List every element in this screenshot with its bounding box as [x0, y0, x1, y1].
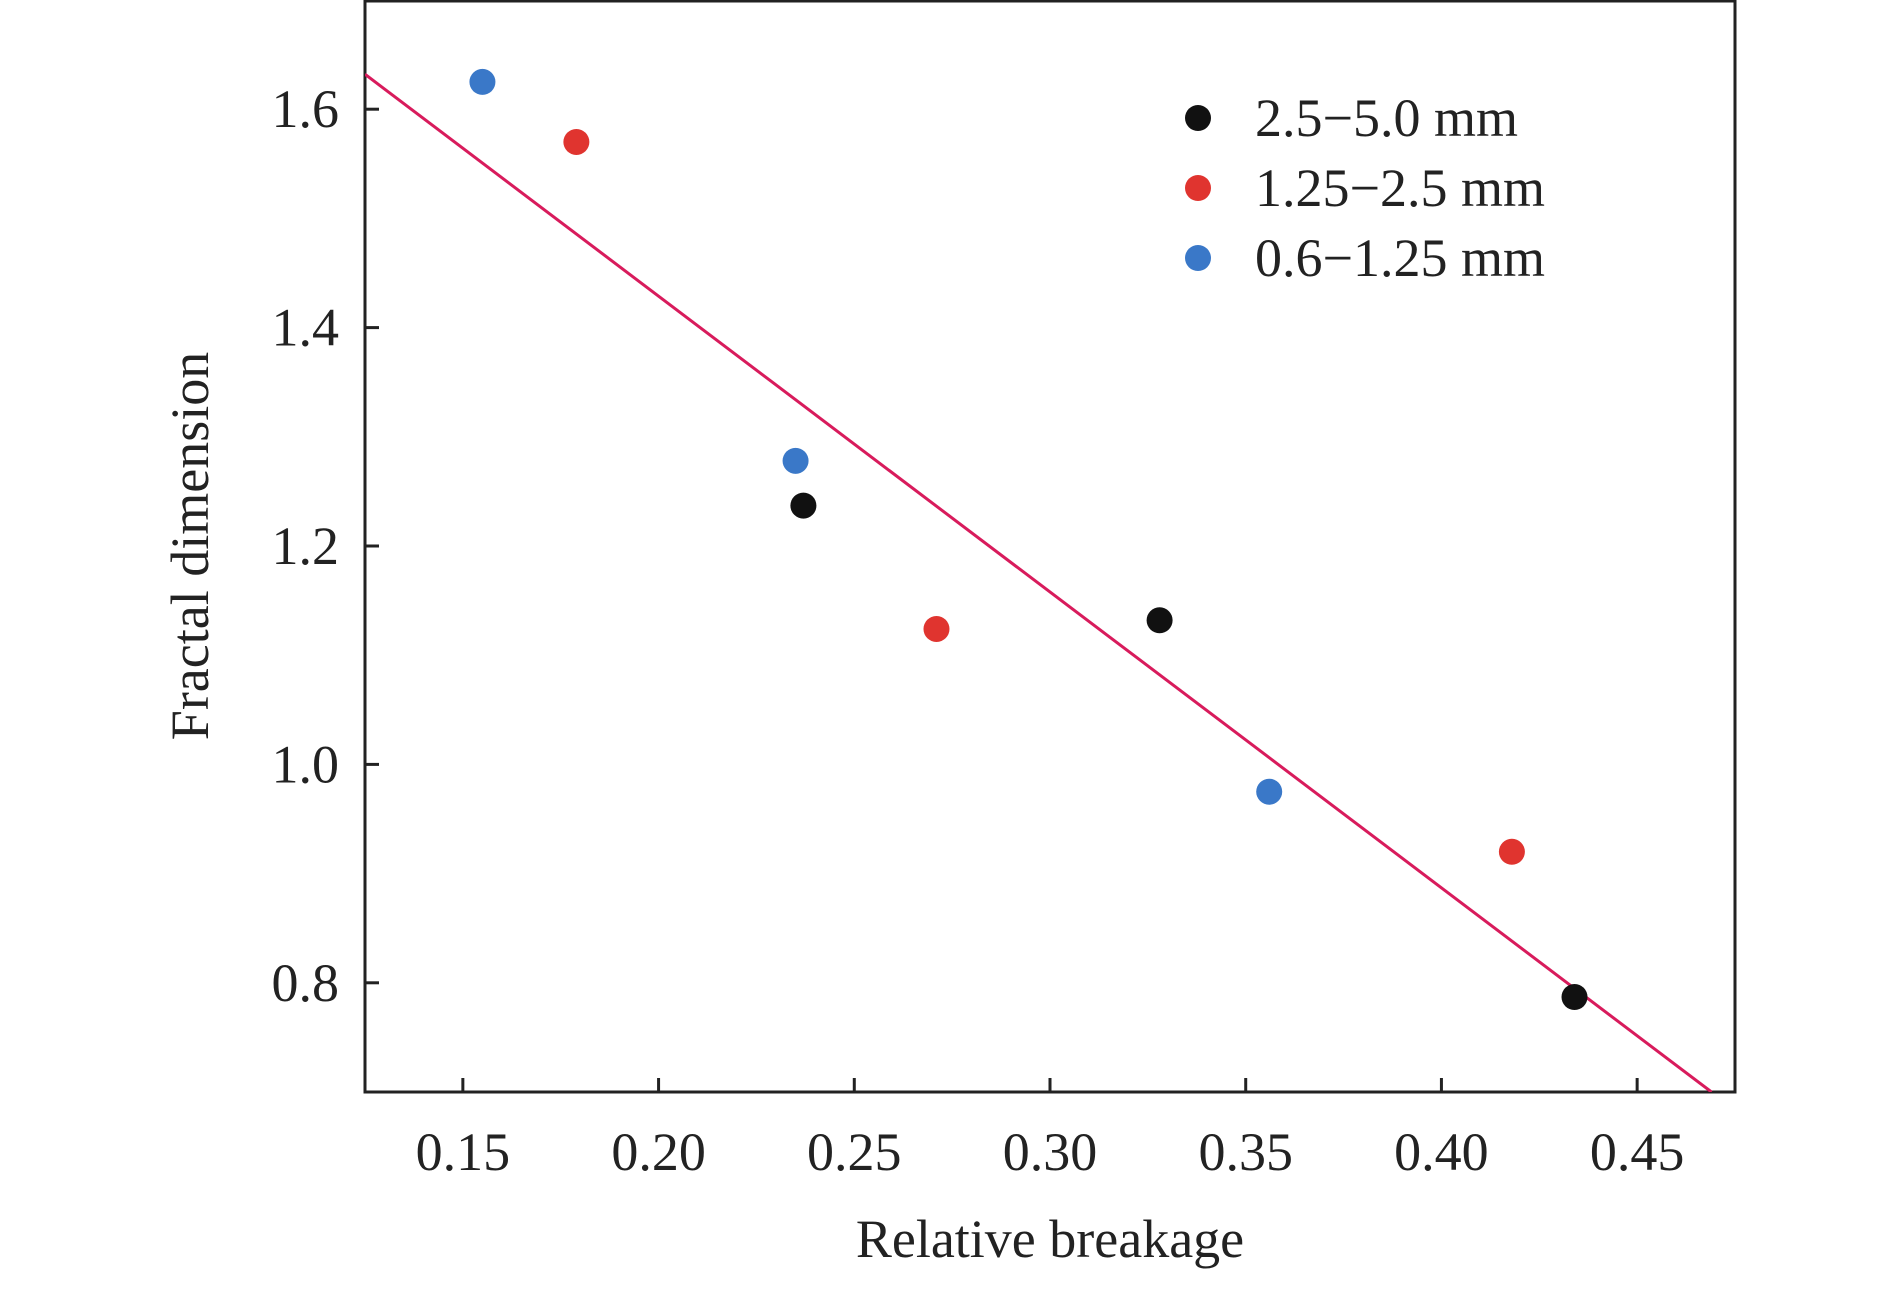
fit-line	[365, 73, 1713, 1092]
x-axis-title: Relative breakage	[856, 1209, 1244, 1269]
data-point	[1146, 607, 1173, 634]
legend-label: 1.25−2.5 mm	[1255, 158, 1545, 218]
x-tick-label: 0.45	[1590, 1122, 1685, 1182]
y-tick-label: 0.8	[272, 953, 340, 1013]
legend-label: 0.6−1.25 mm	[1255, 228, 1545, 288]
data-point	[923, 615, 950, 642]
legend-marker	[1185, 245, 1211, 271]
y-axis-title: Fractal dimension	[160, 352, 220, 740]
x-tick-label: 0.35	[1198, 1122, 1293, 1182]
data-point	[790, 492, 817, 519]
y-tick-label: 1.6	[272, 79, 340, 139]
y-tick-label: 1.0	[272, 734, 340, 794]
x-tick-label: 0.15	[416, 1122, 511, 1182]
x-tick-label: 0.20	[611, 1122, 706, 1182]
x-tick-label: 0.30	[1003, 1122, 1098, 1182]
legend-marker	[1185, 175, 1211, 201]
legend-label: 2.5−5.0 mm	[1255, 88, 1518, 148]
data-point	[469, 68, 496, 95]
data-point	[1498, 838, 1525, 865]
x-tick-label: 0.40	[1394, 1122, 1489, 1182]
y-tick-label: 1.2	[272, 516, 340, 576]
y-tick-label: 1.4	[272, 298, 340, 358]
data-point	[563, 128, 590, 155]
x-tick-label: 0.25	[807, 1122, 902, 1182]
data-point	[1561, 983, 1588, 1010]
data-point	[782, 447, 809, 474]
legend-marker	[1185, 105, 1211, 131]
data-point	[1256, 778, 1283, 805]
